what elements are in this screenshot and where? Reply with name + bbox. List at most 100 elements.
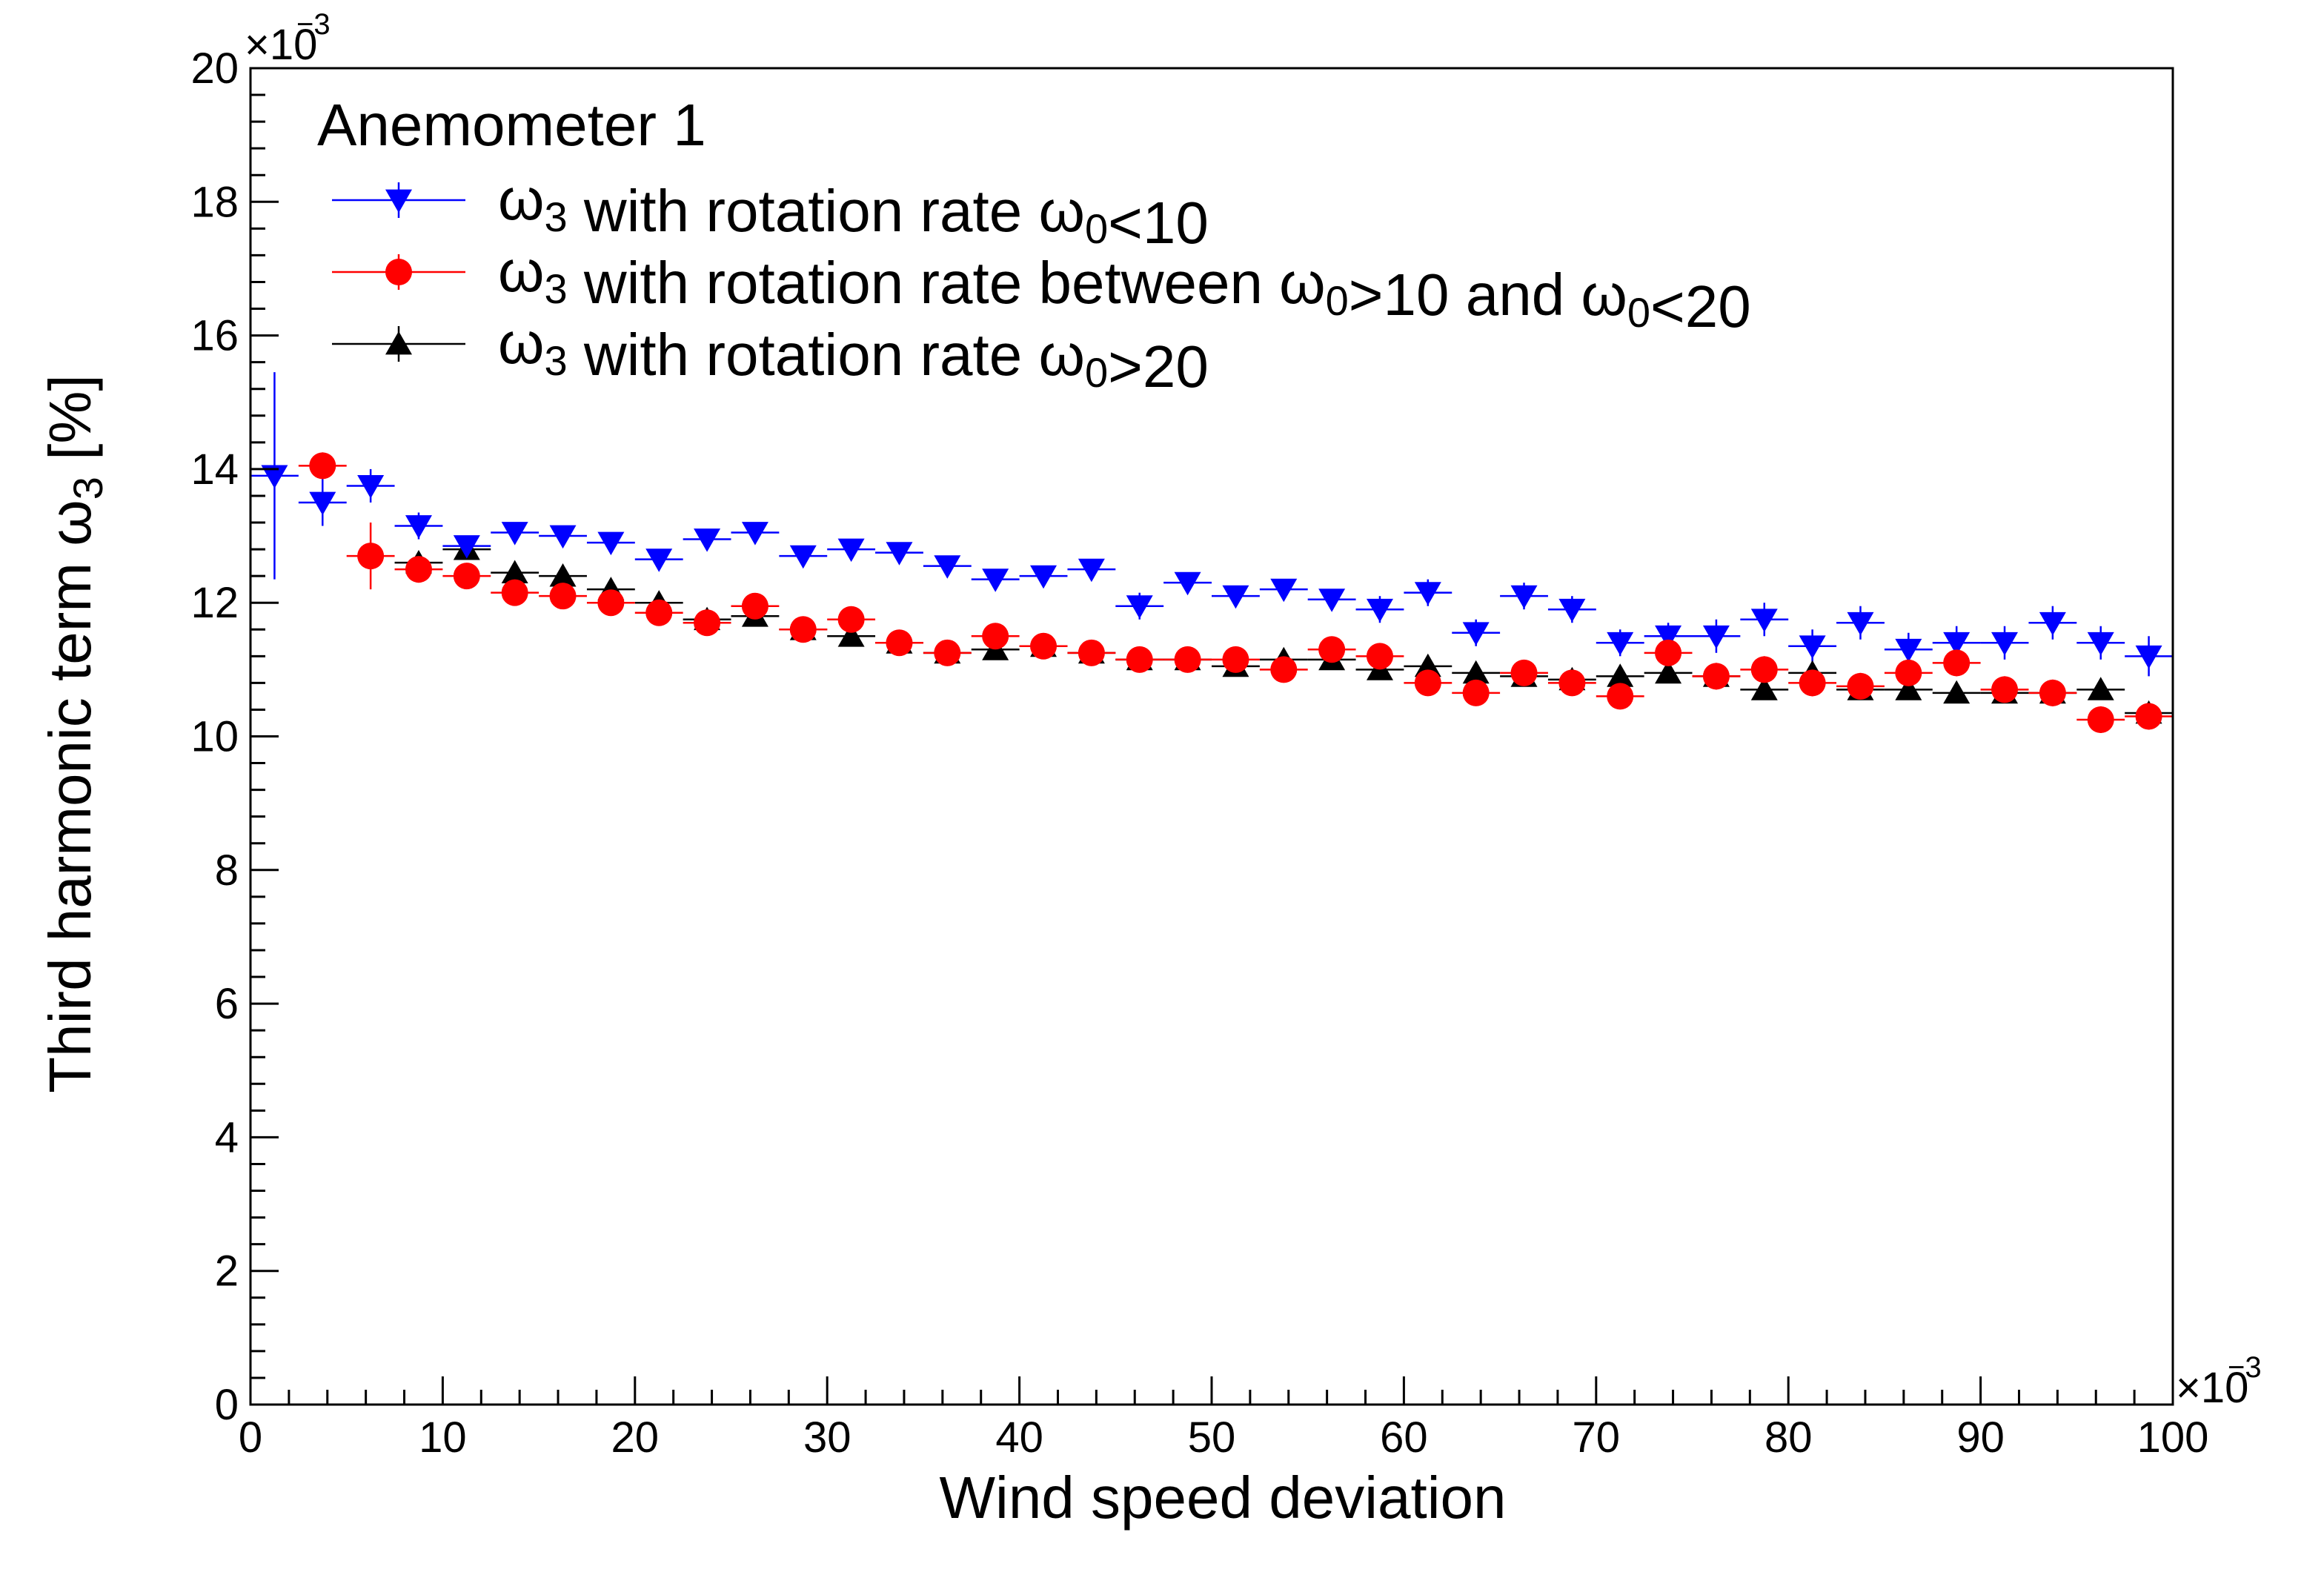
legend-text: with rotation rate ω [568, 322, 1085, 388]
y-axis-label-tail: [%] [37, 374, 103, 477]
data-point-circle [1366, 643, 1393, 670]
data-point-triangle-down [309, 491, 336, 516]
data-markers [261, 452, 2162, 733]
data-point-triangle-down [837, 538, 865, 563]
data-point-circle [1943, 649, 1971, 677]
data-point-circle [837, 606, 865, 633]
y-tick-label: 6 [215, 980, 239, 1028]
legend-text: ω [498, 310, 544, 376]
y-tick-label: 14 [190, 445, 239, 494]
data-point-triangle-up [2087, 677, 2114, 700]
legend-label-circle: ω3 with rotation rate between ω0>10 and … [498, 238, 1751, 339]
data-point-circle [453, 563, 480, 590]
data-point-circle [645, 599, 673, 626]
data-point-triangle-down [1270, 578, 1298, 603]
data-point-circle [934, 639, 961, 666]
y-axis-multiplier: ×10 [245, 21, 317, 69]
data-point-circle [549, 583, 577, 610]
data-point-circle [1607, 683, 1634, 710]
data-point-triangle-down [597, 531, 625, 556]
data-point-triangle-down [1126, 595, 1153, 619]
data-point-circle [886, 629, 913, 657]
legend-marker-triangle-up [385, 331, 412, 355]
data-point-triangle-down [741, 522, 768, 546]
data-point-triangle-down [934, 555, 961, 579]
legend-text: ω [498, 166, 544, 232]
data-point-triangle-down [1222, 585, 1249, 609]
data-point-triangle-down [645, 548, 673, 572]
x-tick-label: 20 [611, 1413, 660, 1462]
data-point-circle [789, 616, 817, 643]
data-point-circle [597, 589, 625, 617]
data-point-triangle-down [1078, 558, 1105, 583]
data-point-circle [982, 623, 1009, 650]
data-point-triangle-up [1943, 680, 1971, 704]
data-point-triangle-down [1847, 611, 1874, 636]
x-tick-label: 50 [1188, 1413, 1236, 1462]
x-axis-label: Wind speed deviation [940, 1465, 1507, 1531]
data-point-triangle-down [1991, 631, 2019, 656]
y-axis-label-main: Third harmonic term ω [37, 500, 103, 1093]
y-axis-label: Third harmonic term ω3 [%] [37, 374, 111, 1093]
data-point-circle [1510, 659, 1538, 686]
data-point-triangle-up [1655, 660, 1682, 684]
data-point-circle [1078, 639, 1105, 666]
data-point-circle [2087, 706, 2114, 733]
data-point-circle [1174, 646, 1201, 673]
y-tick-label: 4 [215, 1113, 239, 1161]
data-point-circle [1318, 636, 1346, 663]
y-tick-label: 16 [190, 312, 239, 360]
data-point-circle [1799, 669, 1826, 697]
y-axis-multiplier-exponent: −3 [296, 8, 331, 41]
legend-text: ω [498, 238, 544, 304]
data-point-triangle-down [1558, 598, 1586, 623]
data-point-triangle-down [1366, 598, 1393, 623]
legend-subscript: 0 [1326, 277, 1349, 324]
data-point-triangle-down [549, 525, 577, 549]
legend-text: <20 [1650, 274, 1751, 339]
data-point-circle [1030, 632, 1058, 660]
data-point-circle [1750, 656, 1778, 683]
data-point-triangle-up [501, 560, 528, 584]
data-point-triangle-down [357, 475, 385, 499]
data-point-circle [1702, 663, 1730, 690]
legend-text: >20 [1108, 334, 1209, 400]
legend-subscript: 3 [544, 193, 567, 240]
data-point-triangle-down [1510, 585, 1538, 609]
legend-marker-triangle-down [385, 189, 412, 213]
data-point-triangle-down [1750, 609, 1778, 632]
data-point-triangle-down [1174, 571, 1201, 596]
data-point-circle [1655, 639, 1682, 666]
data-point-circle [2135, 703, 2162, 730]
x-tick-label: 30 [803, 1413, 851, 1462]
data-point-triangle-down [1607, 631, 1634, 656]
data-point-triangle-down [1702, 625, 1730, 649]
y-axis-label-subscript: 3 [64, 477, 111, 500]
data-point-triangle-up [549, 563, 577, 587]
x-tick-label: 10 [419, 1413, 467, 1462]
data-point-circle [1222, 646, 1249, 673]
data-point-triangle-up [1895, 677, 1922, 700]
data-point-triangle-down [261, 465, 288, 489]
x-tick-label: 0 [239, 1413, 262, 1462]
data-point-triangle-down [2135, 645, 2162, 669]
x-axis-multiplier-exponent: −3 [2228, 1351, 2262, 1384]
x-tick-label: 40 [995, 1413, 1043, 1462]
data-point-circle [1558, 669, 1586, 697]
legend-title: Anemometer 1 [317, 92, 706, 158]
data-point-triangle-down [1799, 635, 1826, 659]
legend-marker-circle [385, 259, 412, 285]
data-point-triangle-down [453, 535, 480, 559]
data-point-circle [501, 579, 528, 606]
data-point-triangle-down [982, 568, 1009, 592]
data-point-triangle-up [837, 623, 865, 647]
data-point-triangle-down [1318, 589, 1346, 612]
y-tick-label: 10 [190, 713, 239, 761]
legend-subscript: 0 [1085, 349, 1108, 396]
x-tick-label: 70 [1573, 1413, 1621, 1462]
data-point-triangle-down [886, 542, 913, 566]
data-point-triangle-down [1414, 582, 1441, 606]
data-point-triangle-down [2087, 631, 2114, 656]
data-point-circle [1414, 669, 1441, 697]
